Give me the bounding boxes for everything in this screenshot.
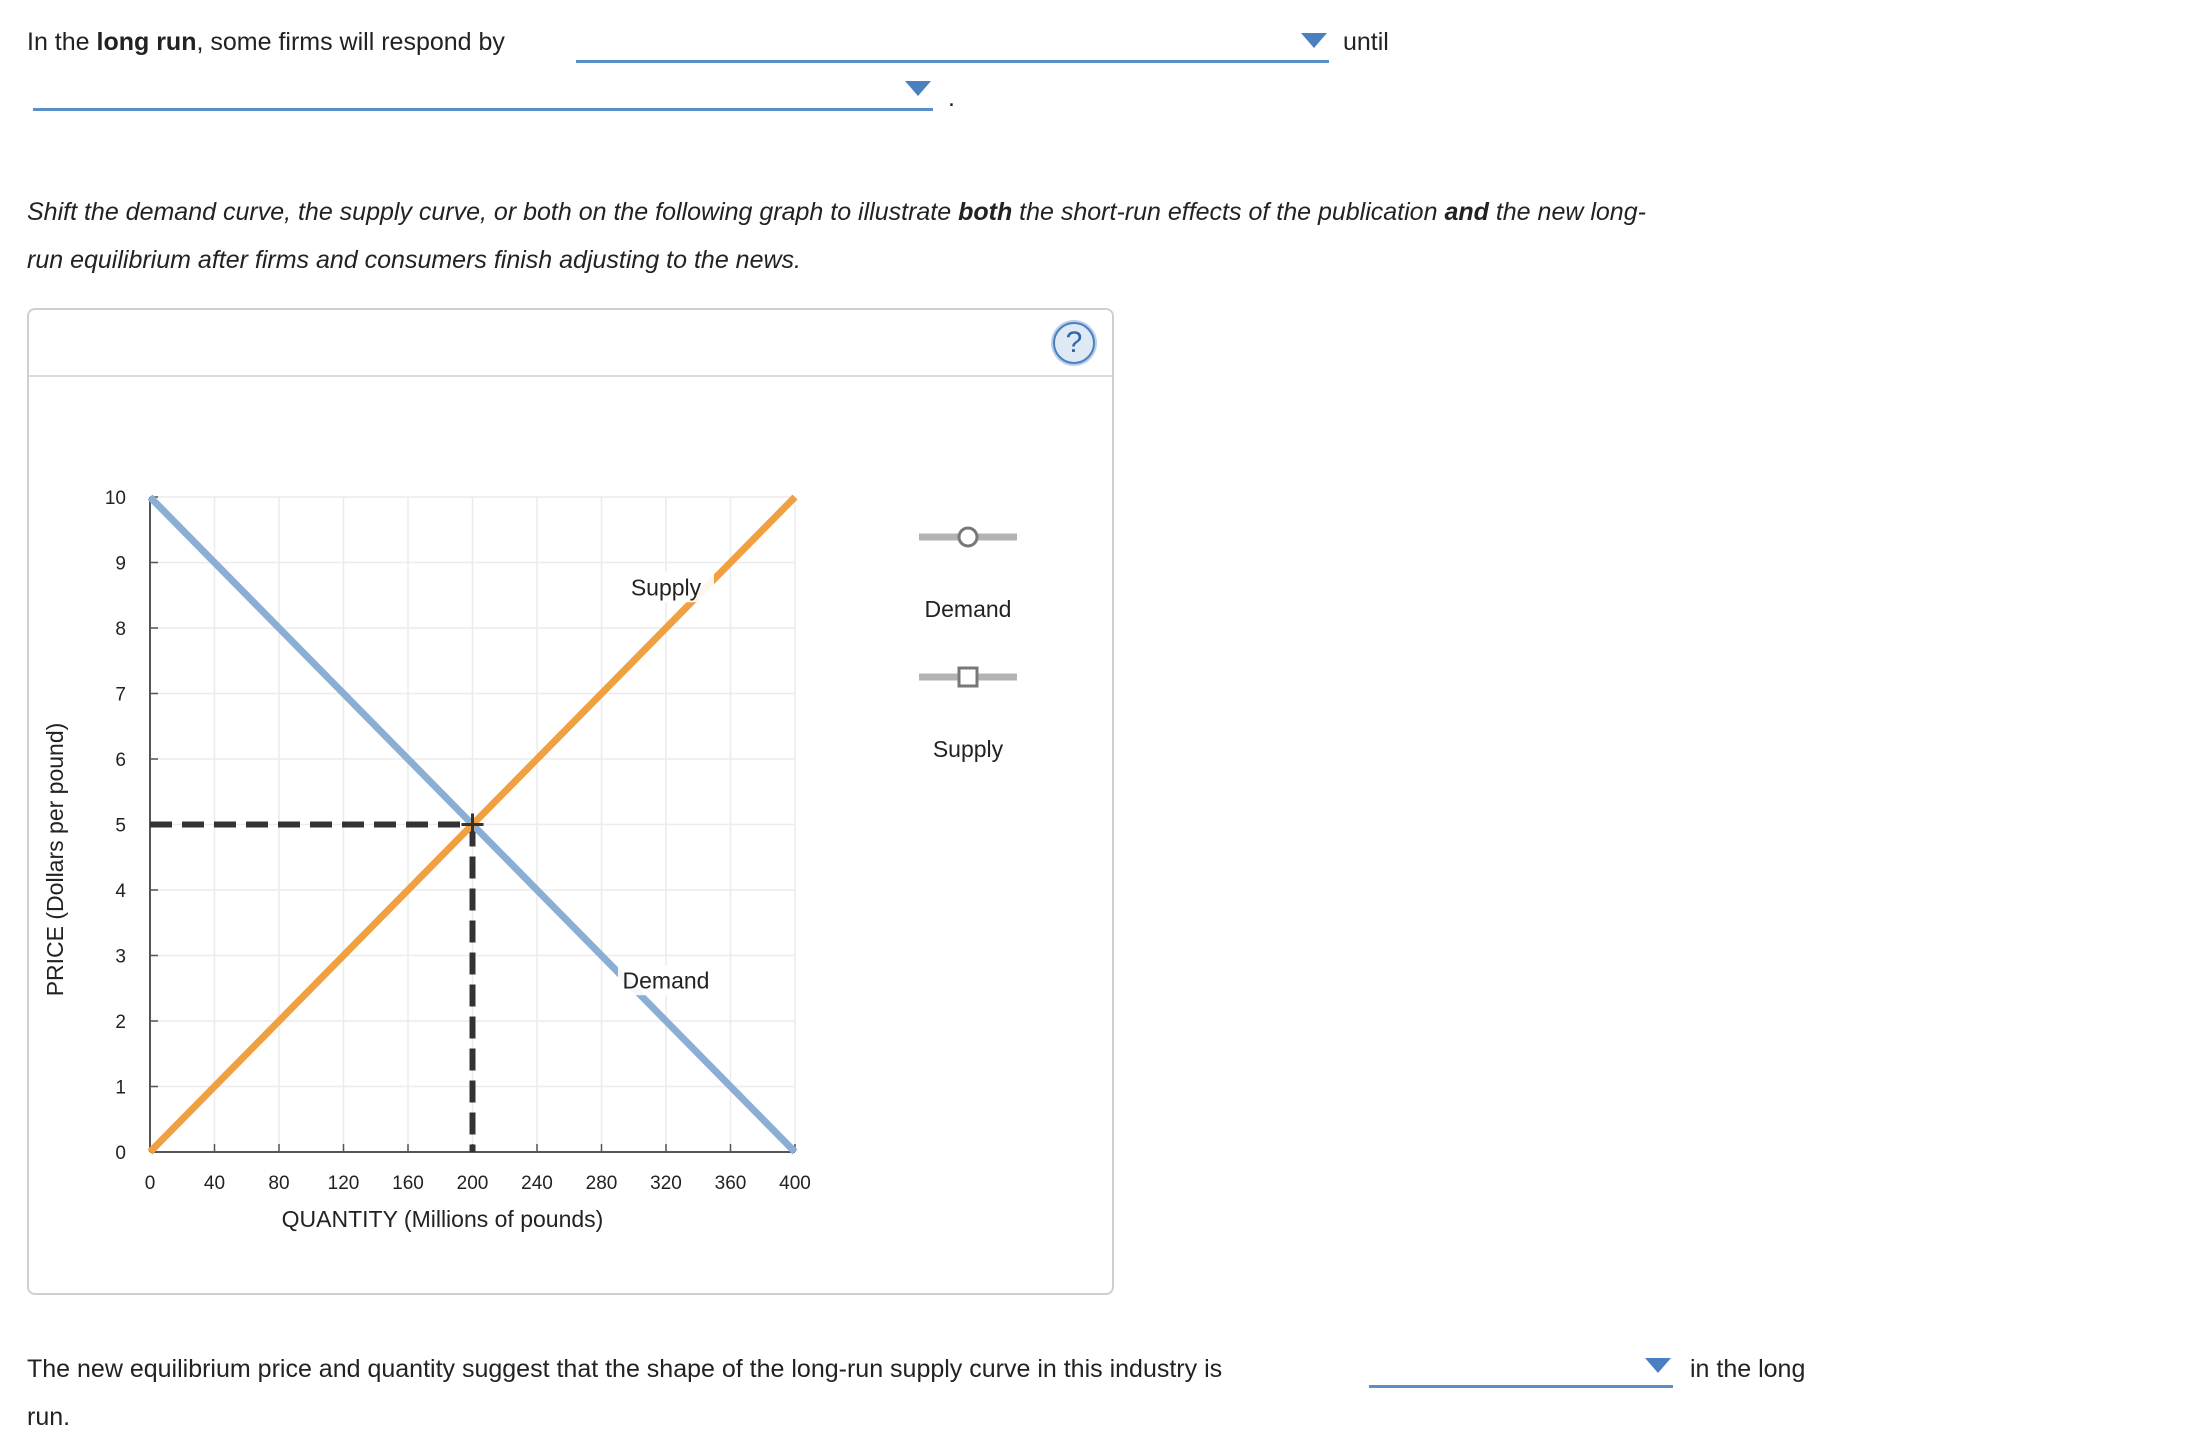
demand-curve-label: Demand — [623, 967, 710, 993]
supply-curve-label: Supply — [631, 574, 702, 600]
graph-panel: ? 0 40 80 120 160 200 240 280 320 360 400 0 1 2 3 4 5 6 7 8… — [27, 308, 1114, 1295]
x-tick-label: 400 — [779, 1173, 811, 1194]
question1-text-rest: , some firms will respond by — [196, 28, 505, 56]
x-tick-label: 80 — [268, 1173, 289, 1194]
y-tick-label: 9 — [115, 554, 126, 575]
demand-label-background — [618, 965, 714, 996]
until-dropdown[interactable] — [33, 78, 933, 111]
question2-text: The new equilibrium price and quantity s… — [27, 1355, 1223, 1383]
y-tick-label: 6 — [115, 750, 126, 771]
y-tick-label: 2 — [115, 1012, 126, 1033]
palette-supply-tool[interactable]: Supply — [919, 666, 1017, 762]
panel-divider — [29, 375, 1112, 377]
y-tick-label: 7 — [115, 685, 126, 706]
instructions-text-2: the short-run effects of the publication — [1012, 198, 1445, 226]
x-tick-label: 0 — [145, 1173, 156, 1194]
chart-labels: QUANTITY (Millions of pounds) PRICE (Doll… — [42, 723, 603, 1232]
x-tick-label: 120 — [328, 1173, 360, 1194]
palette-supply-label: Supply — [933, 736, 1004, 762]
instructions-line2: run equilibrium after firms and consumer… — [27, 246, 801, 274]
question2-line2: run. — [27, 1403, 71, 1431]
chevron-down-icon — [1645, 1358, 1671, 1373]
chart-series: Demand Supply — [147, 494, 798, 1155]
supply-label-background — [618, 572, 714, 603]
x-tick-label: 360 — [715, 1173, 747, 1194]
x-tick-label: 40 — [204, 1173, 225, 1194]
palette-demand-tool[interactable]: Demand — [919, 526, 1017, 622]
palette-demand-label: Demand — [925, 596, 1012, 622]
square-icon — [957, 666, 979, 688]
chart-grid — [150, 496, 796, 1152]
instructions-text-3: the new long- — [1488, 198, 1646, 226]
x-tick-label: 280 — [586, 1173, 618, 1194]
y-tick-label: 0 — [115, 1143, 126, 1164]
y-tick-label: 4 — [115, 881, 126, 902]
x-tick-label: 200 — [457, 1173, 489, 1194]
y-tick-label: 5 — [115, 816, 126, 837]
y-tick-label: 3 — [115, 947, 126, 968]
y-axis-label: PRICE (Dollars per pound) — [42, 723, 68, 997]
y-tick-label: 8 — [115, 619, 126, 640]
response-dropdown[interactable] — [576, 30, 1329, 63]
help-button[interactable]: ? — [1053, 322, 1095, 364]
question1-bold-long-run: long run — [96, 28, 197, 56]
chevron-down-icon — [905, 81, 931, 96]
chevron-down-icon — [1301, 33, 1327, 48]
instructions-line1: Shift the demand curve, the supply curve… — [27, 200, 1646, 225]
y-tick-label: 10 — [105, 488, 126, 509]
question1-text-start: In the — [27, 28, 97, 56]
instructions-text-1: Shift the demand curve, the supply curve… — [27, 198, 959, 226]
x-tick-label: 160 — [392, 1173, 424, 1194]
y-tick-label: 1 — [115, 1078, 126, 1099]
question2-after: in the long — [1690, 1355, 1806, 1383]
until-label: until — [1343, 28, 1389, 56]
x-tick-label: 240 — [521, 1173, 553, 1194]
question1-period: . — [948, 84, 955, 112]
question1-line1: In the long run, some firms will respond… — [27, 30, 505, 55]
instructions-bold-and: and — [1444, 198, 1489, 226]
x-axis-label: QUANTITY (Millions of pounds) — [282, 1206, 604, 1232]
x-tick-label: 320 — [650, 1173, 682, 1194]
chart-svg: 0 40 80 120 160 200 240 280 320 360 400 0 1 2 3 4 5 6 7 8 9 1… — [42, 488, 1017, 1232]
circle-icon — [957, 526, 979, 548]
lr-supply-shape-dropdown[interactable] — [1369, 1355, 1673, 1388]
instructions-bold-both: both — [958, 198, 1013, 226]
